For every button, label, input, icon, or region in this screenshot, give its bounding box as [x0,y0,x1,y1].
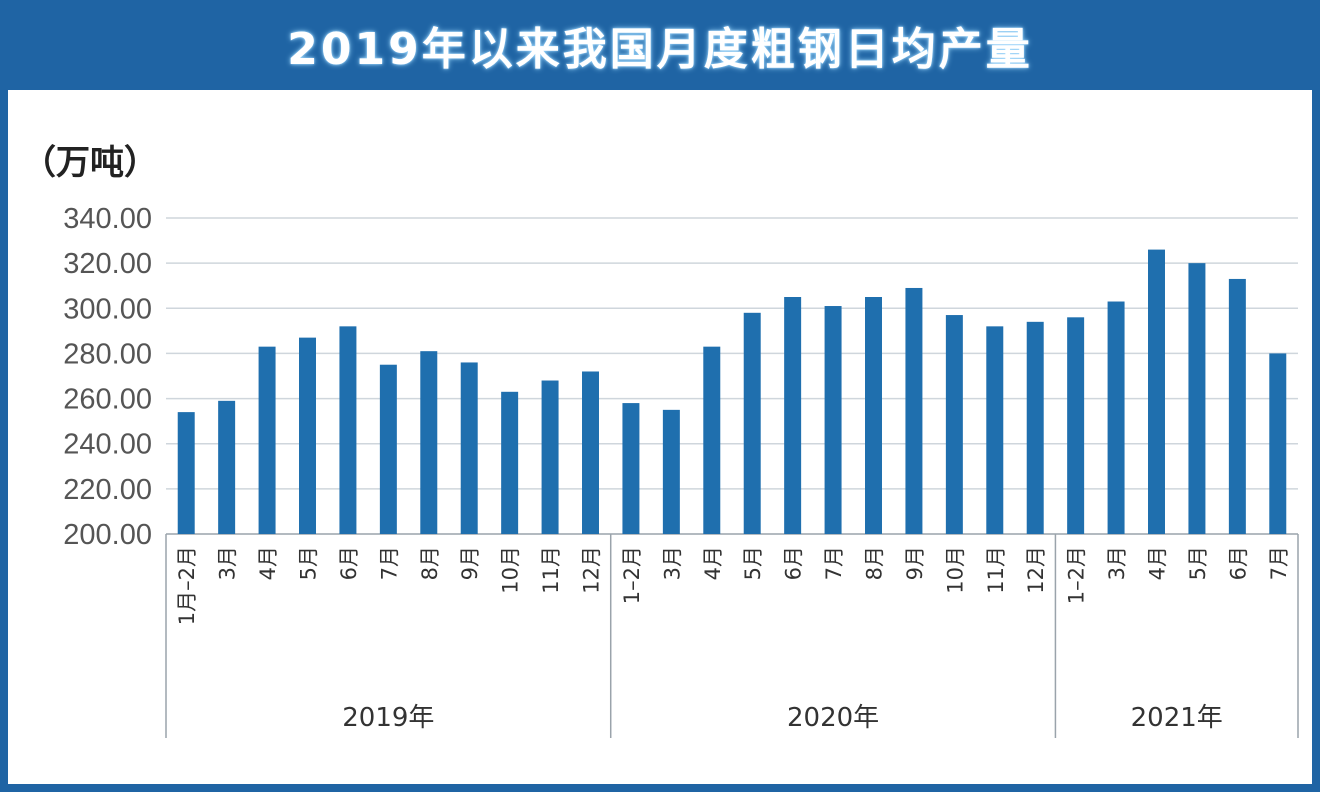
x-tick-label: 6月 [1226,546,1250,580]
x-tick-label: 7月 [377,546,401,580]
bar [905,287,923,534]
x-tick-label: 7月 [822,546,846,580]
bar [460,362,478,534]
chart-title: 2019年以来我国月度粗钢日均产量 [287,24,1033,75]
x-tick-label: 12月 [580,546,604,594]
y-tick-label: 300.00 [63,293,152,325]
chart-panel: （万吨） 200.00 220.00 240.00 260.00 280.00 300.0… [8,90,1312,784]
bar [784,297,802,534]
x-tick-label: 5月 [741,546,765,580]
bar [1026,321,1044,534]
x-tick-label: 12月 [1024,546,1048,594]
year-group-label: 2021年 [1131,703,1223,733]
x-tick-label: 8月 [418,546,442,580]
x-tick-label: 4月 [256,546,280,580]
bar [339,326,357,534]
x-tick-label: 1月–2月 [175,546,199,625]
y-axis-unit: （万吨） [22,143,158,183]
x-tick-label: 1–2月 [620,546,644,604]
x-tick-label: 9月 [903,546,927,580]
x-tick-label: 1–2月 [1065,546,1089,604]
x-tick-label: 7月 [1267,546,1291,580]
bar-chart: （万吨） 200.00 220.00 240.00 260.00 280.00 300.0… [22,143,1299,738]
bar [1107,301,1125,534]
x-tick-label: 4月 [1146,546,1170,580]
bar [501,391,519,534]
x-tick-label: 9月 [458,546,482,580]
bar [662,409,680,534]
bar [622,403,640,534]
bar [1188,263,1206,534]
bar [177,412,195,534]
bar [218,400,236,534]
bar [1148,249,1165,534]
bar [379,364,397,534]
bar [582,371,599,534]
x-tick-label: 10月 [943,546,967,594]
x-tick-label: 3月 [660,546,684,580]
x-tick-label: 5月 [1186,546,1210,580]
x-tick-label: 3月 [1105,546,1129,580]
bar [986,326,1004,534]
x-tick-label: 5月 [297,546,321,580]
y-tick-label: 340.00 [63,203,152,235]
x-tick-label: 3月 [216,546,240,580]
bar [1228,278,1246,534]
bar [1269,353,1287,534]
bar [945,315,963,534]
x-tick-label: 4月 [701,546,725,580]
x-tick-label: 11月 [984,546,1008,594]
year-group-label: 2019年 [342,703,434,733]
x-tick-label: 6月 [337,546,361,580]
x-tick-label: 6月 [782,546,806,580]
bar [1067,317,1085,534]
y-tick-label: 280.00 [63,338,152,370]
y-tick-label: 200.00 [63,519,152,551]
y-tick-label: 320.00 [63,248,152,280]
bar [420,351,438,534]
y-tick-label: 240.00 [63,429,152,461]
bar [541,380,559,534]
x-tick-label: 8月 [863,546,887,580]
bar [703,346,721,534]
bar [258,346,276,534]
year-group-label: 2020年 [787,703,879,733]
bar [865,297,882,534]
y-tick-label: 260.00 [63,384,152,416]
x-tick-label: 10月 [499,546,523,594]
bar [743,312,761,534]
y-tick-label: 220.00 [63,474,152,506]
bar [824,306,842,534]
x-tick-label: 11月 [539,546,563,594]
bar [299,337,316,534]
